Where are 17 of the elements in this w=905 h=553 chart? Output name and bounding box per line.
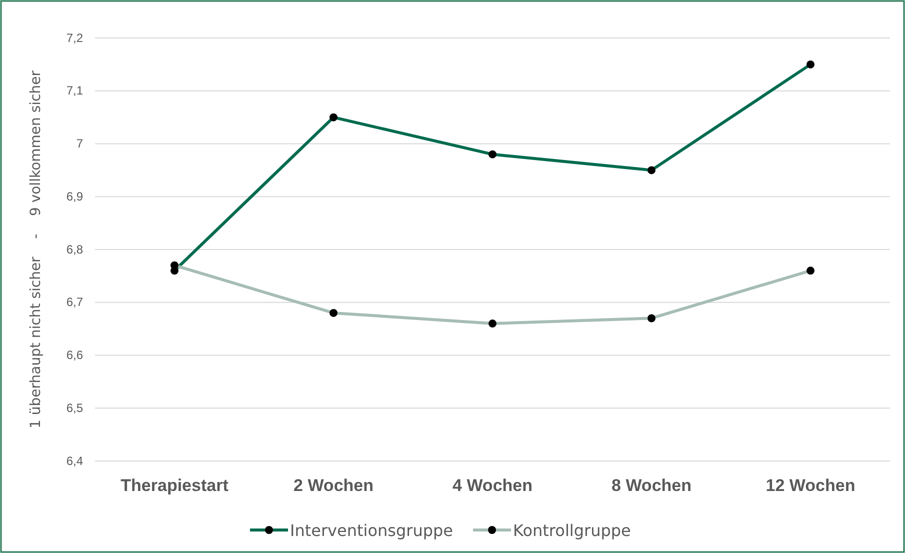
y-tick-label: 6,4 bbox=[66, 454, 84, 468]
x-tick-label: 8 Wochen bbox=[612, 476, 692, 496]
x-tick-label: Therapiestart bbox=[120, 476, 229, 496]
y-tick-label: 6,7 bbox=[66, 295, 84, 310]
x-tick-label: 12 Wochen bbox=[766, 476, 856, 496]
y-tick-label: 6,8 bbox=[66, 242, 84, 256]
x-tick-label: 4 Wochen bbox=[452, 476, 532, 496]
y-tick-label: 7,1 bbox=[66, 84, 84, 98]
y-tick-label: 7 bbox=[76, 136, 84, 151]
y-tick-label: 6,9 bbox=[66, 189, 84, 204]
y-tick-label: 7,2 bbox=[66, 30, 84, 45]
legend-label: Interventionsgruppe bbox=[290, 521, 454, 540]
y-tick-label: 6,6 bbox=[66, 348, 84, 362]
x-tick-label: 2 Wochen bbox=[294, 476, 374, 496]
y-axis-title: 1 überhaupt nicht sicher - 9 vollkommen sicher bbox=[28, 70, 44, 428]
y-tick-label: 6,5 bbox=[66, 400, 84, 415]
legend-label: Kontrollgruppe bbox=[513, 521, 631, 540]
